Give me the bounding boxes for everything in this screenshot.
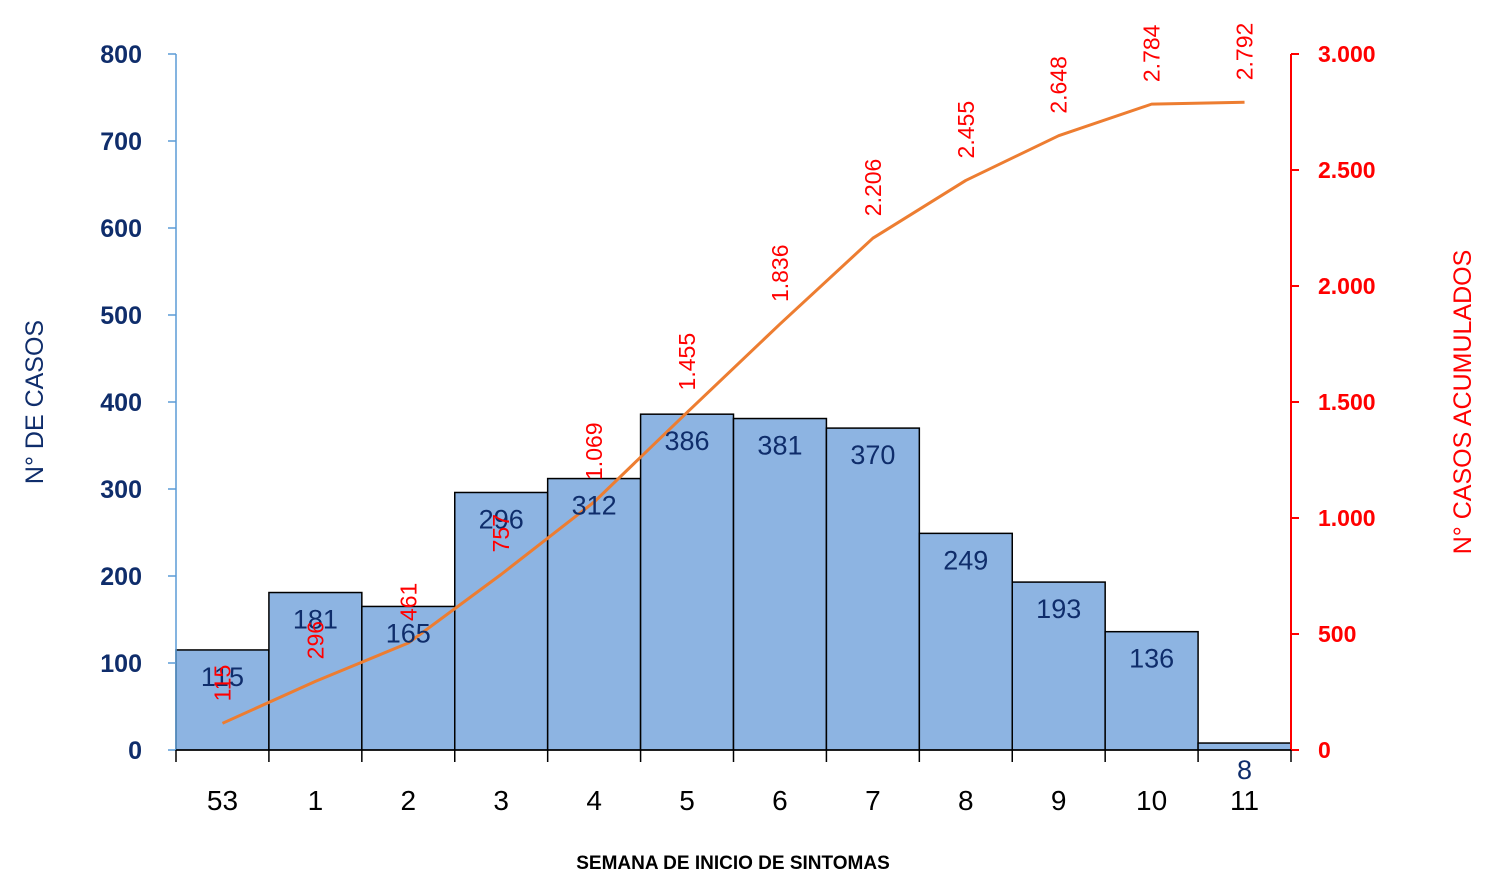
y-left-tick-label: 800 [100, 41, 142, 69]
x-tick-label-week-53: 53 [207, 785, 238, 816]
cumulative-label-week-9: 2.648 [1046, 56, 1072, 114]
bar-week-7 [825, 427, 921, 751]
x-tick-label-week-1: 1 [308, 785, 324, 816]
y-axis-right-title: N° CASOS ACUMULADOS [1449, 250, 1477, 555]
y-right-tick-label: 2.000 [1318, 273, 1376, 299]
bar-label-week-6: 381 [757, 431, 802, 461]
bar-week-10 [1104, 630, 1199, 751]
y-left-tick-label: 300 [100, 476, 142, 504]
cumulative-label-week-10: 2.784 [1139, 24, 1165, 82]
bar-week-11 [1197, 742, 1292, 751]
bar-label-week-3: 296 [479, 504, 524, 534]
cumulative-label-week-53: 115 [209, 665, 235, 702]
y-right-tick-label: 1.000 [1318, 505, 1376, 531]
cumulative-line-group [221, 100, 1245, 725]
cumulative-label-week-3: 757 [488, 514, 514, 552]
bar-week-8 [918, 532, 1013, 751]
bar-week-4 [546, 477, 642, 751]
y-right-tick-label: 500 [1318, 621, 1356, 647]
bar-label-week-5: 386 [665, 426, 710, 456]
y-right-tick-label: 0 [1318, 737, 1331, 763]
bars-group [175, 413, 1292, 751]
x-tick-label-week-8: 8 [958, 785, 974, 816]
y-axis-left-title: N° DE CASOS [21, 320, 49, 484]
bar-label-week-8: 249 [943, 545, 988, 575]
x-axis-title: SEMANA DE INICIO DE SINTOMAS [576, 853, 890, 874]
cumulative-label-week-1: 296 [302, 621, 328, 659]
x-tick-label-week-3: 3 [493, 785, 509, 816]
x-tick-label-week-11: 11 [1230, 785, 1259, 816]
x-tick-label-week-2: 2 [401, 785, 417, 816]
bar-week-2 [361, 605, 456, 751]
cumulative-label-week-5: 1.455 [674, 333, 700, 391]
bar-label-week-4: 312 [572, 491, 617, 521]
x-tick-label-week-5: 5 [679, 785, 695, 816]
bar-label-week-9: 193 [1036, 594, 1081, 624]
bar-week-53 [175, 649, 270, 751]
bar-week-1 [268, 591, 363, 751]
bar-label-week-53: 115 [201, 662, 244, 692]
y-left-tick-label: 0 [128, 737, 142, 765]
bar-label-week-10: 136 [1129, 644, 1174, 674]
bar-week-6 [732, 417, 828, 751]
bar-week-5 [639, 413, 735, 751]
cumulative-labels-group: 115 296 461 757 1.069 1.455 1.836 2.206 2.455 2.6… [209, 23, 1257, 702]
x-tick-label-week-4: 4 [586, 785, 602, 816]
x-tick-label-week-6: 6 [772, 785, 788, 816]
cumulative-label-week-7: 2.206 [860, 159, 886, 217]
x-tick-label-week-10: 10 [1136, 785, 1167, 816]
bar-label-week-2: 165 [386, 618, 431, 648]
cumulative-label-week-6: 1.836 [767, 244, 793, 302]
y-left-tick-label: 200 [100, 563, 142, 591]
y-right-tick-label: 1.500 [1318, 389, 1376, 415]
cumulative-line [221, 100, 1245, 725]
bar-label-week-7: 370 [850, 440, 895, 470]
y-right-tick-label: 2.500 [1318, 157, 1376, 183]
cumulative-label-week-8: 2.455 [953, 101, 979, 159]
y-left-tick-label: 500 [100, 302, 142, 330]
bar-labels-group: 115 181 165 296 312 386 381 370 249 193 136 8 [201, 426, 1252, 785]
y-right-tick-label: 3.000 [1318, 41, 1376, 67]
y-left-tick-label: 700 [100, 128, 142, 156]
x-tick-label-week-7: 7 [865, 785, 881, 816]
bar-label-week-11: 8 [1237, 755, 1252, 785]
x-tick-label-week-9: 9 [1051, 785, 1067, 816]
ticks-group: 0 100 200 300 400 500 600 700 800 0 500 1.000 1.500 2… [100, 41, 1375, 816]
y-left-tick-label: 400 [100, 389, 142, 417]
y-left-tick-label: 100 [100, 650, 142, 678]
cumulative-label-week-4: 1.069 [581, 422, 607, 480]
cumulative-label-week-11: 2.792 [1232, 23, 1258, 81]
cumulative-label-week-2: 461 [395, 583, 421, 621]
bar-label-week-1: 181 [293, 605, 338, 635]
bar-week-3 [454, 491, 549, 751]
y-left-tick-label: 600 [100, 215, 142, 243]
